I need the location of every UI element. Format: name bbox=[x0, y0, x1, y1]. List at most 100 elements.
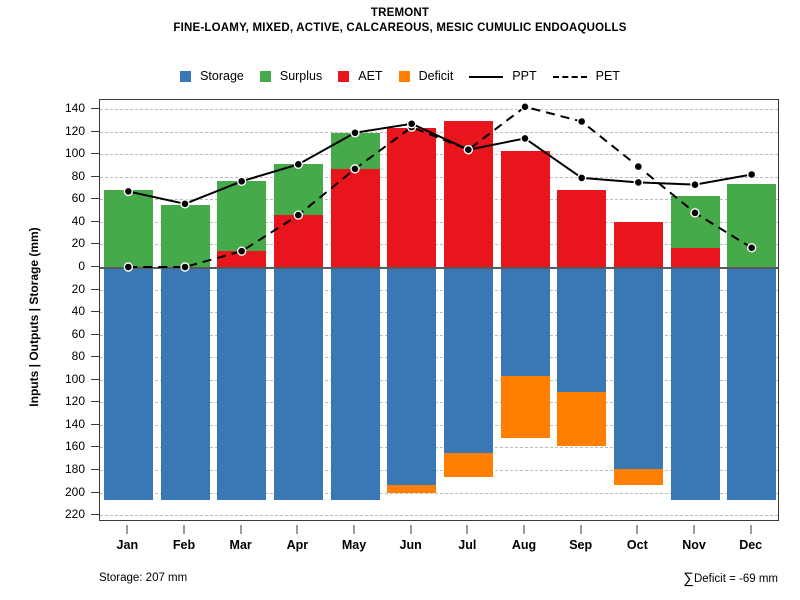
y-tick-mark bbox=[91, 311, 99, 313]
x-tick-label-apr: Apr bbox=[286, 538, 309, 552]
gridline bbox=[100, 470, 778, 472]
y-tick-mark bbox=[91, 198, 99, 200]
plot-area bbox=[99, 99, 779, 521]
y-tick-mark bbox=[91, 401, 99, 403]
gridline bbox=[100, 221, 778, 223]
storage-annotation: Storage: 207 mm bbox=[99, 572, 188, 584]
pet-dashed-line bbox=[552, 71, 587, 82]
y-tick-label: 80 bbox=[71, 168, 85, 183]
y-tick-label: 20 bbox=[71, 236, 85, 251]
pet-line-point bbox=[293, 210, 304, 220]
x-tick-label-dec: Dec bbox=[739, 538, 763, 552]
ppt-line-point bbox=[350, 128, 360, 138]
bar-deficit-Jul bbox=[443, 453, 493, 477]
y-tick-mark bbox=[91, 243, 99, 245]
pet-line-point bbox=[236, 246, 247, 256]
bar-storage-Feb bbox=[160, 267, 210, 501]
y-tick-label: 160 bbox=[64, 439, 85, 454]
bar-storage-May bbox=[330, 267, 380, 501]
legend-item-storage[interactable]: Storage bbox=[180, 69, 244, 83]
y-axis-title: Inputs | Outputs | Storage (mm) bbox=[27, 227, 41, 407]
y-tick-mark bbox=[91, 356, 99, 358]
x-tick-mark bbox=[750, 525, 752, 534]
y-tick-mark bbox=[91, 446, 99, 448]
pet-line-point bbox=[576, 116, 587, 127]
gridline bbox=[100, 334, 778, 336]
x-tick-label-oct: Oct bbox=[626, 538, 648, 552]
y-tick-label: 200 bbox=[64, 484, 85, 499]
bar-deficit-Oct bbox=[613, 468, 663, 485]
bar-storage-Nov bbox=[670, 267, 720, 501]
gridline bbox=[100, 357, 778, 359]
y-tick-label: 220 bbox=[64, 507, 85, 522]
x-tick-label-jan: Jan bbox=[116, 538, 139, 552]
ppt-line-point bbox=[406, 119, 417, 129]
x-tick-label-jul: Jul bbox=[458, 538, 477, 552]
legend-item-ppt[interactable]: PPT bbox=[469, 69, 537, 83]
gridline bbox=[100, 109, 778, 111]
legend-item-pet[interactable]: PET bbox=[552, 69, 620, 83]
x-axis: Jan Feb Mar Apr May Jun Jul Aug Sep Oct Nov Dec bbox=[99, 521, 779, 561]
bar-surplus-Feb bbox=[160, 204, 210, 267]
legend-item-surplus[interactable]: Surplus bbox=[259, 69, 322, 83]
y-tick-mark bbox=[91, 423, 99, 425]
x-tick-mark bbox=[466, 525, 468, 534]
bar-deficit-Sep bbox=[557, 392, 607, 447]
gridline bbox=[100, 131, 778, 133]
gridline bbox=[100, 424, 778, 426]
y-tick-mark bbox=[91, 491, 99, 493]
legend-label-ppt: PPT bbox=[512, 69, 537, 83]
gridline bbox=[100, 289, 778, 291]
x-tick-mark bbox=[693, 525, 695, 534]
legend-label-aet: AET bbox=[358, 69, 383, 83]
bar-aet-Apr bbox=[273, 215, 323, 267]
y-tick-label: 100 bbox=[64, 146, 85, 161]
bar-storage-Apr bbox=[273, 267, 323, 501]
y-tick-label: 120 bbox=[64, 394, 85, 409]
bar-aet-Sep bbox=[557, 190, 607, 267]
legend-item-aet[interactable]: AET bbox=[338, 69, 383, 83]
ppt-line bbox=[128, 122, 752, 205]
gridline bbox=[100, 176, 778, 178]
surplus-swatch bbox=[259, 70, 271, 82]
x-tick-label-feb: Feb bbox=[172, 538, 196, 552]
ppt-line-point bbox=[746, 169, 757, 180]
zero-line bbox=[100, 267, 778, 269]
ppt-line-point bbox=[123, 186, 134, 197]
pet-line bbox=[128, 105, 753, 268]
bar-surplus-Dec bbox=[727, 183, 777, 267]
y-tick-label: 140 bbox=[64, 416, 85, 431]
y-tick-mark bbox=[91, 175, 99, 177]
y-tick-mark bbox=[91, 220, 99, 222]
title-block: TREMONT FINE-LOAMY, MIXED, ACTIVE, CALCA… bbox=[0, 6, 800, 36]
y-tick-mark bbox=[91, 514, 99, 516]
ppt-line-point bbox=[180, 199, 190, 209]
y-tick-mark bbox=[91, 108, 99, 110]
x-tick-label-may: May bbox=[341, 538, 367, 552]
ppt-line-point bbox=[236, 176, 247, 186]
y-tick-mark bbox=[91, 333, 99, 335]
line-series-layer bbox=[123, 102, 757, 272]
x-tick-mark bbox=[523, 525, 525, 534]
x-tick-mark bbox=[183, 525, 185, 534]
ppt-solid-line bbox=[469, 71, 504, 82]
gridline bbox=[100, 199, 778, 201]
x-tick-label-mar: Mar bbox=[229, 538, 252, 552]
bar-deficit-Aug bbox=[500, 376, 550, 439]
gridline bbox=[100, 402, 778, 404]
y-tick-label: 100 bbox=[64, 371, 85, 386]
bar-storage-Dec bbox=[727, 267, 777, 501]
pet-line-point bbox=[350, 164, 360, 174]
y-tick-label: 180 bbox=[64, 462, 85, 477]
bar-storage-Jun bbox=[387, 267, 437, 493]
legend-item-deficit[interactable]: Deficit bbox=[398, 69, 453, 83]
pet-line-point bbox=[520, 102, 530, 112]
pet-line-point bbox=[746, 243, 757, 253]
y-tick-label: 60 bbox=[71, 326, 85, 341]
bar-surplus-Jan bbox=[103, 190, 153, 267]
y-tick-mark bbox=[91, 378, 99, 380]
y-tick-label: 80 bbox=[71, 349, 85, 364]
ppt-line-point bbox=[520, 133, 530, 144]
deficit-swatch bbox=[398, 70, 410, 82]
deficit-annotation: ∑Deficit = -69 mm bbox=[683, 570, 778, 587]
